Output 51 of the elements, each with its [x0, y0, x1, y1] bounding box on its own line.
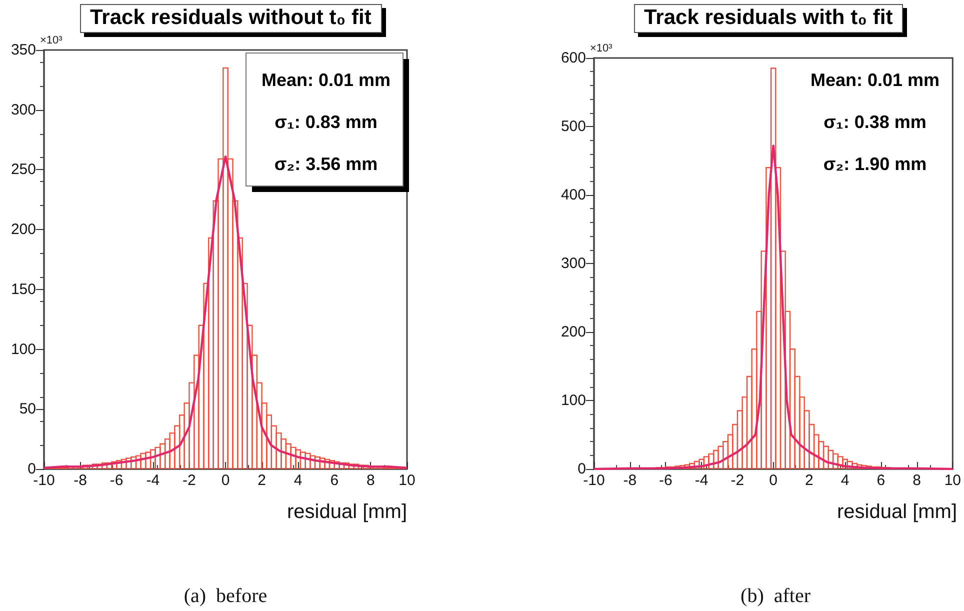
annotation: Mean: 0.01 mm — [810, 70, 940, 90]
y-tick-label: 300 — [10, 101, 36, 118]
x-tick-label: 0 — [769, 472, 778, 489]
annotation: σ₁: 0.38 mm — [824, 112, 926, 132]
y-tick-label: 150 — [10, 280, 36, 298]
x-tick-label: 10 — [398, 472, 416, 489]
x-tick-label: -6 — [659, 472, 672, 489]
x-tick-label: -2 — [182, 472, 196, 489]
x-tick-label: -4 — [146, 472, 160, 489]
x-tick-label: 6 — [330, 472, 339, 489]
text: ×10³ — [40, 34, 63, 46]
y-tick-label: 600 — [560, 50, 586, 66]
y-tick-label: 200 — [560, 324, 586, 340]
annotation: σ₁: 0.83 mm — [274, 112, 378, 132]
x-tick-label: 6 — [876, 472, 886, 489]
x-tick-label: -4 — [694, 472, 708, 489]
y-tick-label: 500 — [560, 118, 586, 135]
y-tick-label: 200 — [10, 221, 36, 238]
x-axis-title: residual [mm] — [286, 501, 407, 523]
y-tick-label: 0 — [578, 460, 586, 478]
x-tick-label: -6 — [110, 472, 124, 489]
y-tick-label: 50 — [19, 400, 36, 418]
x-tick-label: -10 — [583, 472, 605, 489]
y-tick-label: 0 — [28, 460, 36, 478]
x-tick-label: 2 — [258, 472, 266, 489]
x-tick-label: 2 — [805, 472, 814, 489]
chart-title: Track residuals without t₀ fit — [90, 6, 372, 29]
x-tick-label: 0 — [221, 472, 230, 489]
y-tick-label: 300 — [560, 255, 586, 272]
x-tick-label: 8 — [366, 472, 375, 489]
y-tick-label: 100 — [560, 392, 586, 409]
text: ×10³ — [590, 42, 613, 54]
annotation: σ₂: 3.56 mm — [274, 154, 378, 174]
x-axis-title: residual [mm] — [836, 501, 957, 523]
x-tick-label: 10 — [944, 472, 961, 489]
x-tick-label: -10 — [33, 472, 55, 489]
chart-title: Track residuals with t₀ fit — [644, 6, 893, 29]
y-tick-label: 250 — [10, 161, 36, 178]
annotation: Mean: 0.01 mm — [261, 70, 391, 90]
x-tick-label: 4 — [294, 472, 302, 489]
x-tick-label: -8 — [623, 472, 637, 489]
y-tick-label: 400 — [560, 186, 586, 204]
x-tick-label: -2 — [730, 472, 744, 489]
annotation: σ₂: 1.90 mm — [823, 154, 927, 174]
x-tick-label: -8 — [74, 472, 87, 489]
y-tick-label: 100 — [10, 340, 36, 358]
x-tick-label: 4 — [840, 472, 850, 489]
text: (a) before — [184, 585, 268, 607]
y-tick-label: 350 — [10, 42, 36, 58]
text: (b) after — [740, 585, 811, 607]
x-tick-label: 8 — [912, 472, 921, 489]
